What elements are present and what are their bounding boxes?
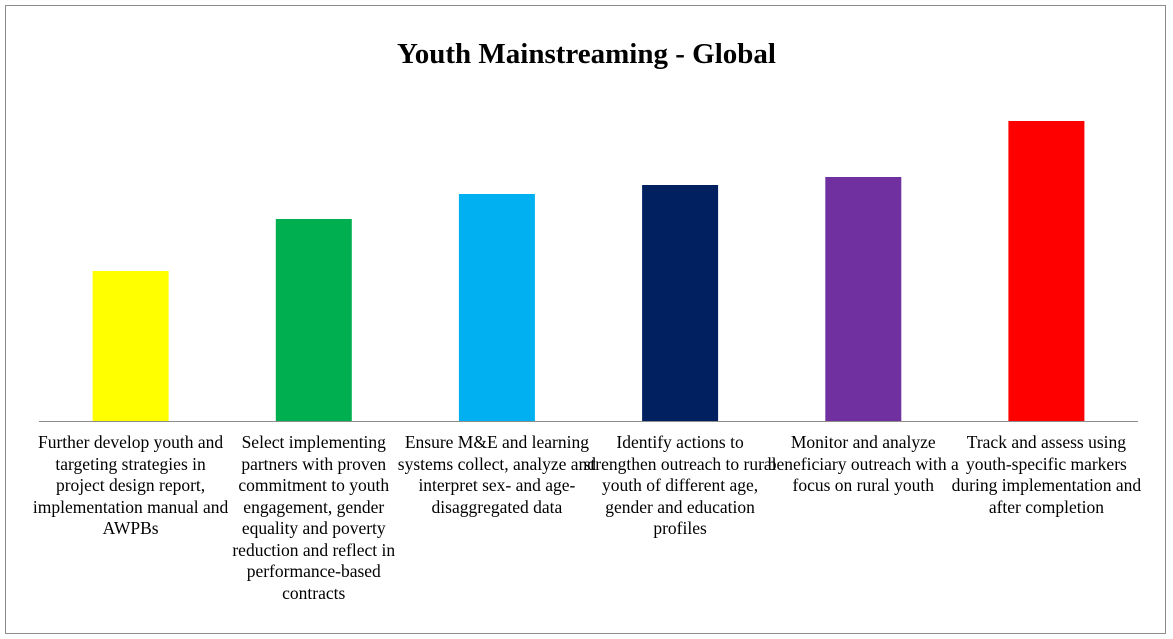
category-label-5: Monitor and analyze beneficiary outreach…: [767, 432, 959, 495]
bar-3: [458, 194, 535, 421]
bar-6: [1008, 121, 1085, 421]
bar-5: [825, 177, 902, 421]
chart-title: Youth Mainstreaming - Global: [397, 38, 776, 70]
category-label-6: Track and assess using youth-specific ma…: [951, 432, 1142, 517]
category-label-1: Further develop youth and targeting stra…: [32, 432, 229, 538]
bar-4: [642, 185, 719, 421]
category-label-4: Identify actions to strengthen outreach …: [583, 432, 777, 538]
category-label-2: Select implementing partners with proven…: [232, 432, 396, 603]
category-label-3: Ensure M&E and learning systems collect,…: [397, 432, 597, 517]
bar-1: [92, 271, 169, 421]
chart-frame: [5, 5, 1166, 634]
bar-2: [275, 219, 352, 421]
